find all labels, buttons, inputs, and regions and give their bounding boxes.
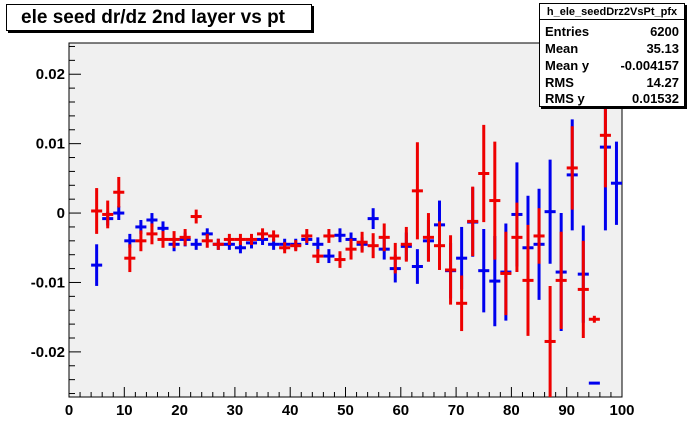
y-tick-label: 0 — [57, 205, 65, 222]
data-point — [102, 200, 114, 229]
data-point — [124, 244, 136, 273]
data-point — [566, 126, 578, 210]
data-point — [555, 231, 567, 329]
data-point — [467, 186, 479, 257]
x-tick-label: 0 — [65, 402, 73, 419]
data-point — [422, 213, 434, 262]
x-tick-label: 80 — [503, 402, 520, 419]
x-tick-label: 10 — [116, 402, 133, 419]
x-tick-label: 30 — [227, 402, 244, 419]
y-tick-label: 0.01 — [36, 136, 65, 153]
x-tick-label: 100 — [609, 402, 634, 419]
data-point — [367, 208, 379, 230]
data-point — [411, 249, 423, 284]
data-point — [312, 249, 324, 264]
data-point — [478, 229, 490, 313]
y-tick-label: -0.02 — [31, 344, 65, 361]
stats-row-mean-y: Mean y -0.004157 — [545, 57, 679, 74]
plot-marks — [91, 63, 622, 397]
x-tick-label: 60 — [392, 402, 409, 419]
data-point — [157, 231, 169, 248]
data-point — [588, 315, 600, 323]
x-tick-label: 90 — [558, 402, 575, 419]
x-tick-label: 40 — [282, 402, 299, 419]
data-point — [190, 209, 202, 224]
title-box: ele seed dr/dz 2nd layer vs pt — [6, 4, 312, 31]
data-point — [279, 242, 291, 254]
data-point — [312, 237, 324, 252]
series-1 — [91, 83, 611, 397]
data-point — [245, 233, 258, 245]
stats-histogram-name: h_ele_seedDrz2VsPt_pfx — [540, 4, 684, 20]
data-point — [91, 244, 103, 286]
data-point — [533, 208, 545, 264]
y-tick-label: 0.02 — [36, 66, 65, 83]
data-point — [345, 238, 357, 260]
data-point — [511, 202, 523, 273]
data-point — [113, 206, 125, 220]
data-point — [544, 159, 556, 264]
data-point — [478, 124, 490, 223]
stats-label: RMS y — [545, 91, 585, 106]
data-point — [334, 251, 346, 268]
y-tick-label: -0.01 — [31, 274, 65, 291]
data-point — [201, 233, 213, 248]
x-tick-label: 70 — [448, 402, 465, 419]
data-point — [433, 221, 446, 270]
data-point — [577, 240, 589, 338]
stats-label: Entries — [545, 24, 590, 39]
data-point — [223, 233, 235, 245]
x-tick-label: 50 — [337, 402, 354, 419]
stats-box: h_ele_seedDrz2VsPt_pfx Entries 6200 Mean… — [539, 3, 685, 107]
data-point — [301, 229, 313, 243]
stats-row-mean: Mean 35.13 — [545, 40, 679, 57]
data-point — [334, 228, 346, 243]
data-point — [378, 223, 390, 252]
data-point — [522, 224, 534, 336]
stats-label: Mean y — [545, 58, 590, 73]
stats-label: RMS — [545, 75, 574, 90]
data-point — [411, 142, 423, 240]
stats-value: 14.27 — [646, 75, 679, 90]
data-point — [456, 275, 468, 332]
data-point — [500, 231, 512, 316]
data-point — [389, 242, 401, 274]
stats-row-entries: Entries 6200 — [545, 23, 679, 40]
data-point — [257, 228, 269, 240]
data-point — [400, 226, 412, 262]
data-point — [356, 231, 368, 253]
stats-value: 6200 — [650, 24, 679, 39]
stats-value: -0.004157 — [620, 58, 679, 73]
data-point — [610, 141, 622, 225]
stats-value: 35.13 — [646, 41, 679, 56]
stats-value: 0.01532 — [632, 91, 679, 106]
data-point — [146, 223, 158, 245]
x-tick-label: 20 — [171, 402, 188, 419]
data-point — [489, 141, 501, 260]
data-point — [91, 188, 103, 234]
data-point — [367, 233, 379, 259]
data-point — [290, 240, 302, 252]
data-point — [234, 233, 246, 245]
data-point — [323, 229, 335, 243]
data-point — [113, 176, 125, 208]
data-point — [135, 230, 147, 252]
chart-title: ele seed dr/dz 2nd layer vs pt — [21, 7, 285, 28]
data-point — [544, 285, 556, 397]
data-point — [212, 238, 224, 250]
data-point — [190, 238, 202, 250]
plot-axes: 0 10 20 30 40 50 60 70 80 90 100 -0.02 -0.01 0 0.01 0.0… — [31, 45, 635, 419]
data-point — [445, 235, 457, 305]
data-point — [268, 230, 280, 242]
data-point — [323, 249, 335, 264]
plot-frame — [68, 42, 623, 398]
stats-row-rms: RMS 14.27 — [545, 74, 679, 91]
data-point — [179, 229, 191, 246]
data-point — [168, 231, 180, 248]
stats-label: Mean — [545, 41, 579, 56]
stats-row-rms-y: RMS y 0.01532 — [545, 90, 679, 107]
